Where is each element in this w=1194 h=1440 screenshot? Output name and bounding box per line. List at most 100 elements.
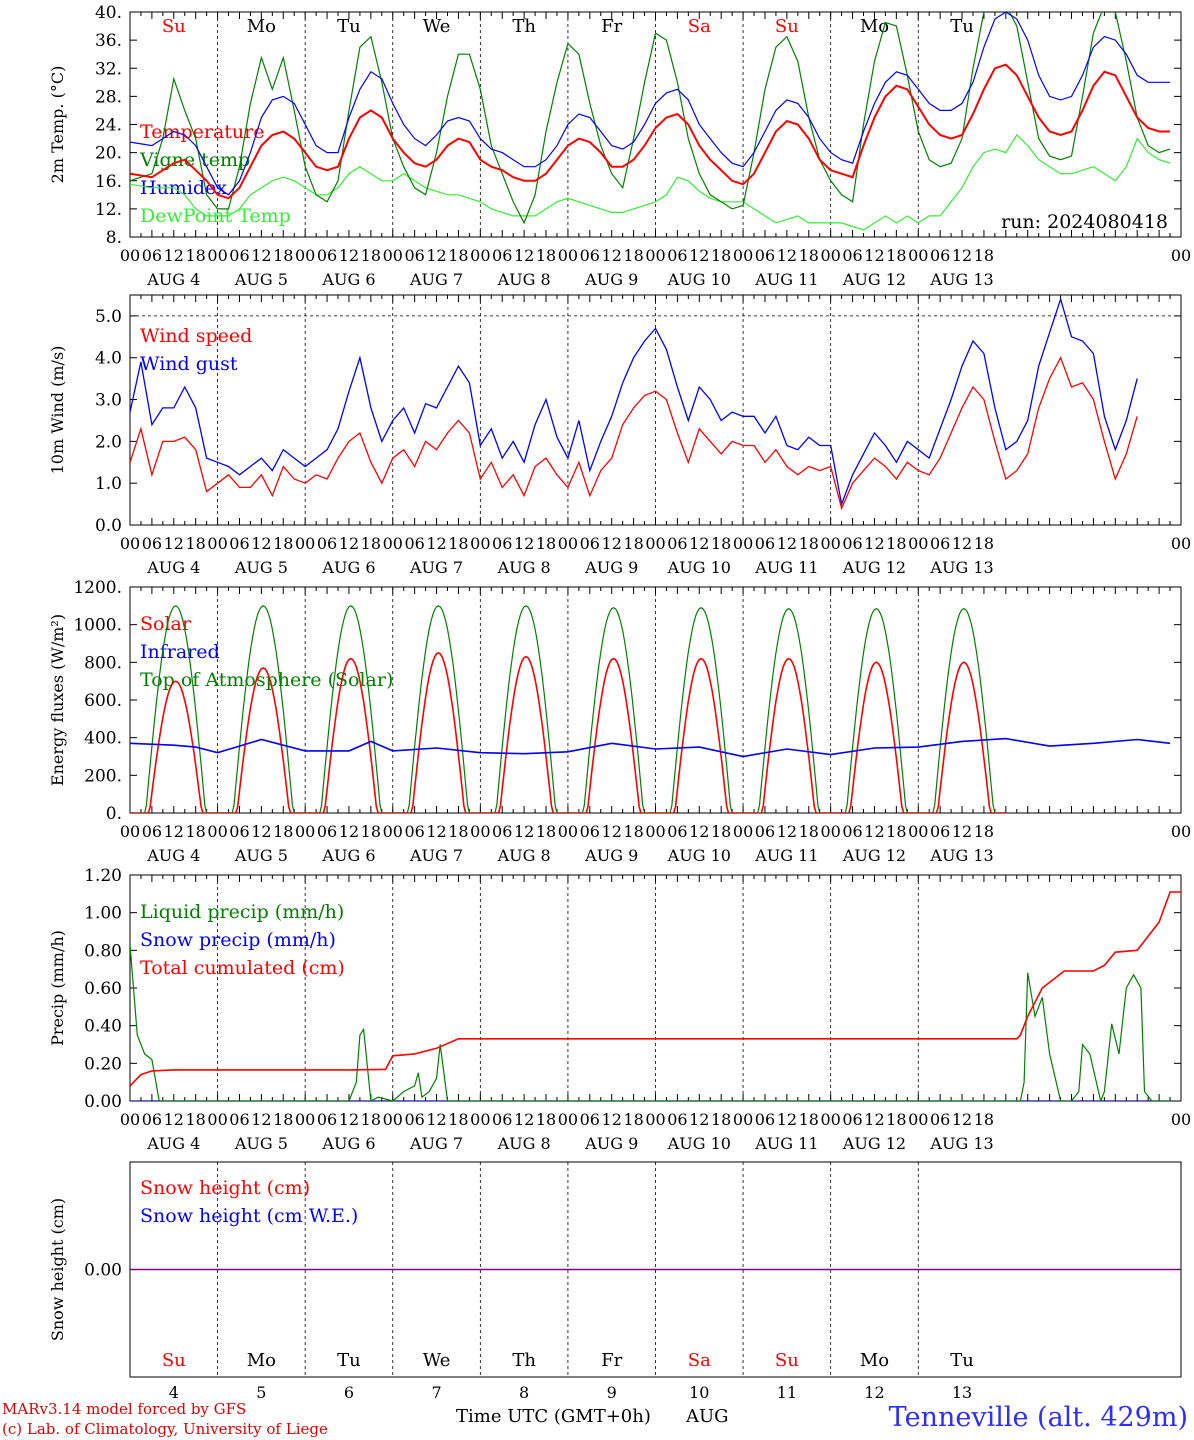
y-tick-label: 1000. <box>73 616 122 636</box>
hour-tick-label: 18 <box>361 822 381 841</box>
date-label: AUG 7 <box>409 846 463 865</box>
hour-tick-label: 18 <box>186 534 206 553</box>
y-tick-label: 3.0 <box>95 391 122 411</box>
hour-tick-label: 18 <box>623 246 643 265</box>
hour-tick-label: 18 <box>886 822 906 841</box>
solar-curve <box>392 651 481 813</box>
y-tick-label: 0.0 <box>95 516 122 536</box>
weekday-label: We <box>423 16 451 37</box>
solar-curve <box>743 657 831 813</box>
weekday-label: Mo <box>860 16 889 37</box>
day-number-label: 9 <box>607 1383 617 1402</box>
hour-tick-label: 00 <box>645 1110 665 1129</box>
hour-tick-label: 18 <box>448 1110 468 1129</box>
hour-tick-label: 00 <box>1171 246 1191 265</box>
legend-humidex: Humidex <box>140 177 227 199</box>
hour-tick-label: 12 <box>514 246 534 265</box>
y-tick-label: 200. <box>84 766 122 786</box>
y-tick-label: 1200. <box>73 578 122 598</box>
hour-tick-label: 18 <box>273 534 293 553</box>
date-label: AUG 6 <box>321 846 375 865</box>
hour-tick-label: 12 <box>514 1110 534 1129</box>
hour-tick-label: 12 <box>339 822 359 841</box>
hour-tick-label: 18 <box>711 1110 731 1129</box>
y-tick-label: 24. <box>95 116 122 136</box>
date-label: AUG 12 <box>842 846 906 865</box>
date-label: AUG 10 <box>667 270 731 289</box>
hour-tick-label: 18 <box>711 534 731 553</box>
date-label: AUG 10 <box>667 1134 731 1153</box>
hour-tick-label: 06 <box>580 1110 600 1129</box>
hour-tick-label: 18 <box>623 822 643 841</box>
date-label: AUG 5 <box>234 270 288 289</box>
hour-tick-label: 18 <box>536 1110 556 1129</box>
hour-tick-label: 18 <box>448 822 468 841</box>
date-label: AUG 4 <box>146 1134 200 1153</box>
hour-tick-label: 12 <box>251 534 271 553</box>
hour-tick-label: 12 <box>426 1110 446 1129</box>
hour-tick-label: 06 <box>930 534 950 553</box>
date-label: AUG 8 <box>497 270 551 289</box>
hour-tick-label: 18 <box>974 1110 994 1129</box>
solar-curve <box>305 657 393 813</box>
y-tick-label: 0.20 <box>84 1054 122 1074</box>
hour-tick-label: 06 <box>404 1110 424 1129</box>
day-number-label: 11 <box>777 1383 797 1402</box>
hour-tick-label: 00 <box>558 246 578 265</box>
y-tick-label: 0.80 <box>84 941 122 961</box>
weekday-label: Tu <box>950 1350 974 1371</box>
hour-tick-label: 18 <box>186 822 206 841</box>
hour-tick-label: 06 <box>229 822 249 841</box>
date-label: AUG 4 <box>146 846 200 865</box>
hour-tick-label: 00 <box>470 534 490 553</box>
legend-snow-height-cm-w-e: Snow height (cm W.E.) <box>140 1205 358 1227</box>
temp-series-dewpoint-temp <box>130 134 1171 231</box>
toa-solar-curve <box>743 608 831 813</box>
hour-tick-label: 12 <box>164 246 184 265</box>
hour-tick-label: 06 <box>930 1110 950 1129</box>
hour-tick-label: 12 <box>339 1110 359 1129</box>
run-label: run: 2024080418 <box>1001 211 1168 233</box>
credit-line-1: MARv3.14 model forced by GFS <box>2 1400 247 1418</box>
hour-tick-label: 00 <box>295 1110 315 1129</box>
hour-tick-label: 12 <box>952 246 972 265</box>
hour-tick-label: 00 <box>908 1110 928 1129</box>
hour-tick-label: 06 <box>404 246 424 265</box>
toa-solar-curve <box>830 608 919 813</box>
y-tick-label: 1.20 <box>84 866 122 886</box>
hour-tick-label: 12 <box>426 534 446 553</box>
hour-tick-label: 00 <box>120 534 140 553</box>
date-label: AUG 13 <box>929 846 993 865</box>
date-label: AUG 13 <box>929 270 993 289</box>
hour-tick-label: 00 <box>733 1110 753 1129</box>
date-label: AUG 11 <box>754 270 818 289</box>
hour-tick-label: 18 <box>273 1110 293 1129</box>
y-tick-label: 0. <box>106 804 122 824</box>
hour-tick-label: 00 <box>383 822 403 841</box>
hour-tick-label: 12 <box>602 822 622 841</box>
hour-tick-label: 00 <box>908 534 928 553</box>
hour-tick-label: 00 <box>908 822 928 841</box>
weekday-label: Fr <box>601 1350 622 1371</box>
day-number-label: 6 <box>344 1383 354 1402</box>
hour-tick-label: 06 <box>492 534 512 553</box>
date-label: AUG 7 <box>409 270 463 289</box>
hour-tick-label: 18 <box>886 1110 906 1129</box>
toa-solar-curve <box>217 605 306 813</box>
date-label: AUG 11 <box>754 1134 818 1153</box>
hour-tick-label: 00 <box>820 1110 840 1129</box>
hour-tick-label: 18 <box>799 534 819 553</box>
y-tick-label: 2.0 <box>95 432 122 452</box>
wind-series-wind-gust <box>130 297 1138 507</box>
hour-tick-label: 06 <box>667 822 687 841</box>
hour-tick-label: 00 <box>820 246 840 265</box>
day-number-label: 5 <box>256 1383 266 1402</box>
hour-tick-label: 12 <box>689 822 709 841</box>
hour-tick-label: 18 <box>186 1110 206 1129</box>
y-tick-label: 28. <box>95 87 122 107</box>
hour-tick-label: 06 <box>930 246 950 265</box>
liquid-precip-series <box>130 944 1171 1101</box>
hour-tick-label: 00 <box>1171 822 1191 841</box>
hour-tick-label: 18 <box>536 534 556 553</box>
hour-tick-label: 18 <box>186 246 206 265</box>
